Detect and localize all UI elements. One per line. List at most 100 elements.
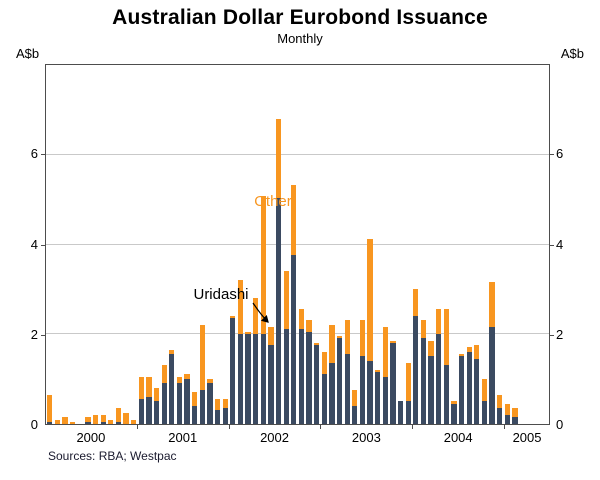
bar-slot: [183, 65, 191, 424]
bar-slot: [473, 65, 481, 424]
bar-stack: [108, 419, 114, 424]
bar-stack: [382, 327, 388, 424]
bar-stack: [115, 408, 122, 424]
other-bar: [497, 394, 503, 409]
uridashi-bar: [397, 401, 404, 424]
other-bar: [92, 414, 99, 424]
x-axis-year-label: 2001: [168, 430, 198, 445]
other-bar: [413, 288, 419, 316]
bar-slot: [99, 65, 107, 424]
bar-slot: [176, 65, 184, 424]
bar-slot: [404, 65, 412, 424]
bar-stack: [268, 326, 274, 424]
other-bar: [207, 378, 213, 384]
bar-slot: [84, 65, 92, 424]
bar-stack: [321, 351, 327, 424]
bar-stack: [275, 119, 282, 424]
uridashi-bar: [436, 333, 442, 424]
other-series-label: Other: [254, 193, 292, 210]
other-bar: [420, 320, 427, 339]
uridashi-bar: [336, 338, 343, 424]
other-bar: [443, 308, 449, 366]
uridashi-bar: [458, 356, 465, 424]
other-bar: [367, 239, 373, 361]
other-bar: [298, 308, 305, 330]
bar-stack: [481, 378, 488, 424]
bar-slot: [260, 65, 268, 424]
uridashi-bar: [314, 345, 320, 424]
y-axis-label-right: 6: [556, 146, 564, 162]
bar-slot: [54, 65, 62, 424]
uridashi-bar: [161, 383, 167, 424]
other-bar: [47, 394, 53, 422]
bar-stack: [367, 239, 373, 424]
other-bar: [474, 345, 480, 359]
bar-stack: [489, 281, 495, 424]
other-bar: [131, 419, 137, 424]
bar-stack: [329, 324, 335, 424]
uridashi-bar: [420, 338, 427, 424]
gridline: [46, 153, 549, 155]
bar-stack: [85, 417, 91, 424]
other-bar: [329, 324, 335, 364]
bar-slot: [435, 65, 443, 424]
uridashi-bar: [428, 356, 434, 424]
uridashi-bar: [138, 399, 144, 424]
other-bar: [321, 351, 327, 375]
bar-slot: [160, 65, 168, 424]
other-bar: [275, 119, 282, 199]
other-bar: [153, 387, 160, 402]
bar-stack: [230, 315, 236, 424]
uridashi-bar: [306, 331, 312, 424]
bars-layer: [46, 65, 549, 424]
bar-slot: [534, 65, 542, 424]
bar-slot: [305, 65, 313, 424]
uridashi-bar: [207, 383, 213, 424]
chart-title: Australian Dollar Eurobond Issuance: [112, 6, 488, 29]
x-tick-mark: [412, 425, 414, 429]
other-bar: [62, 417, 68, 424]
other-bar: [245, 331, 251, 334]
bar-slot: [61, 65, 69, 424]
uridashi-bar: [184, 378, 190, 424]
bar-slot: [397, 65, 405, 424]
other-bar: [291, 184, 297, 255]
other-bar: [336, 336, 343, 339]
bar-stack: [428, 340, 434, 424]
other-bar: [184, 374, 190, 379]
other-bar: [489, 281, 495, 327]
uridashi-bar: [237, 333, 244, 424]
bar-stack: [169, 349, 175, 424]
uridashi-bar: [115, 421, 122, 424]
bar-slot: [69, 65, 77, 424]
uridashi-bar: [253, 333, 259, 424]
bar-stack: [291, 184, 297, 424]
bar-stack: [497, 394, 503, 424]
uridashi-bar: [481, 401, 488, 424]
uridashi-bar: [268, 345, 274, 424]
bar-slot: [313, 65, 321, 424]
bar-stack: [92, 414, 99, 424]
bar-slot: [77, 65, 85, 424]
uridashi-bar: [451, 403, 457, 424]
bar-slot: [290, 65, 298, 424]
bar-slot: [359, 65, 367, 424]
bar-stack: [146, 376, 152, 424]
bar-slot: [465, 65, 473, 424]
bar-stack: [504, 403, 510, 424]
y-axis-label-left: 2: [30, 326, 38, 342]
uridashi-bar: [199, 390, 205, 424]
uridashi-bar: [298, 329, 305, 424]
x-axis-year-label: 2005: [512, 430, 542, 445]
uridashi-bar: [100, 421, 106, 424]
bar-stack: [420, 320, 427, 424]
other-bar: [390, 340, 396, 343]
other-bar: [100, 414, 106, 422]
bar-slot: [191, 65, 199, 424]
uridashi-bar: [497, 408, 503, 424]
bar-stack: [176, 376, 183, 424]
bar-stack: [123, 412, 129, 424]
bar-stack: [184, 374, 190, 424]
bar-stack: [207, 378, 213, 424]
other-bar: [375, 369, 381, 373]
